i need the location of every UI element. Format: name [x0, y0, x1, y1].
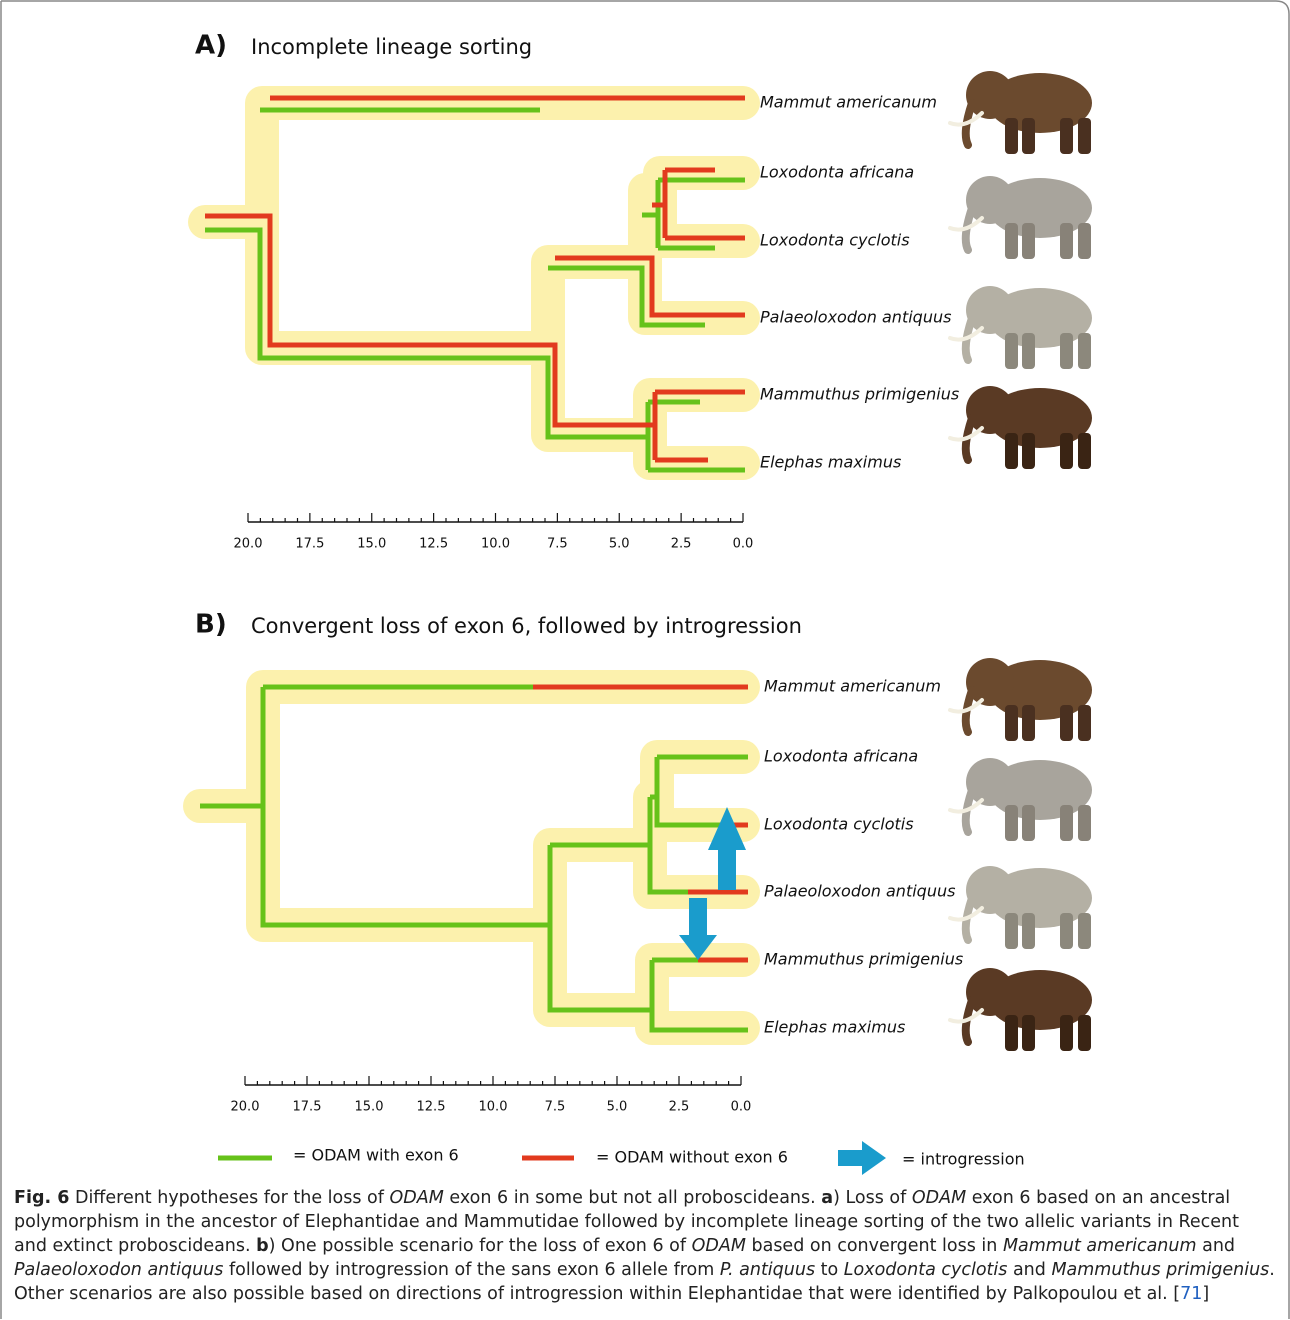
axis-tick-label: 7.5: [547, 537, 568, 552]
caption-text: ODAM: [389, 1188, 443, 1208]
axis-tick-label: 10.0: [479, 1100, 508, 1115]
animal-illustration: [1078, 1015, 1091, 1051]
animal-illustration: [1078, 118, 1091, 154]
caption-text: ) One possible scenario for the loss of …: [269, 1236, 692, 1256]
panel-title: Incomplete lineage sorting: [251, 35, 532, 59]
animal-illustration: [1060, 1015, 1073, 1051]
panel-label: B): [195, 610, 227, 640]
caption-text: ) Loss of: [833, 1188, 912, 1208]
panel-title: Convergent loss of exon 6, followed by i…: [251, 614, 802, 638]
animal-illustration: [1022, 1015, 1035, 1051]
animal-illustration: [1078, 223, 1091, 259]
caption-text: ]: [1202, 1284, 1209, 1304]
axis-tick-label: 10.0: [481, 537, 510, 552]
caption-text: followed by introgression of the sans ex…: [223, 1260, 719, 1280]
caption-text: P. antiquus: [720, 1260, 815, 1280]
caption-text: Fig. 6: [14, 1188, 69, 1208]
animal-illustration: [1022, 705, 1035, 741]
tree-b: [200, 687, 748, 1030]
legend-swatch: [838, 1141, 886, 1175]
tree-a: [205, 98, 745, 470]
axis-tick-label: 5.0: [609, 537, 630, 552]
animal-illustration: [1078, 333, 1091, 369]
animal-illustration: [1060, 223, 1073, 259]
animal-illustration: [1078, 705, 1091, 741]
caption-text: ODAM: [692, 1236, 746, 1256]
animal-illustration: [1005, 118, 1018, 154]
caption-text: based on convergent loss in: [746, 1236, 1003, 1256]
caption-text: and: [1007, 1260, 1051, 1280]
animal-illustration: [1005, 913, 1018, 949]
taxon-label: Mammut americanum: [764, 677, 941, 696]
animal-illustration: [1060, 705, 1073, 741]
taxon-label: Palaeoloxodon antiquus: [764, 882, 955, 901]
caption-text: to: [815, 1260, 844, 1280]
axis-tick-label: 0.0: [733, 537, 754, 552]
axis-tick-label: 17.5: [295, 537, 324, 552]
caption-text: Loxodonta cyclotis: [844, 1260, 1008, 1280]
axis-tick-label: 20.0: [231, 1100, 260, 1115]
animal-illustration: [1005, 223, 1018, 259]
caption-text: b: [256, 1236, 269, 1256]
axis-tick-label: 7.5: [545, 1100, 566, 1115]
animal-illustration: [1022, 118, 1035, 154]
taxon-label: Loxodonta cyclotis: [760, 231, 910, 250]
caption-text: and: [1197, 1236, 1236, 1256]
animal-illustration: [1078, 433, 1091, 469]
animal-illustration: [1078, 913, 1091, 949]
axis-tick-label: 5.0: [607, 1100, 628, 1115]
animal-illustration: [1078, 805, 1091, 841]
caption-text: Mammuthus primigenius: [1051, 1260, 1269, 1280]
animal-illustration: [1060, 333, 1073, 369]
taxon-label: Elephas maximus: [760, 453, 901, 472]
taxon-label: Loxodonta africana: [764, 747, 918, 766]
legend-label: = ODAM without exon 6: [596, 1148, 788, 1167]
page: = ODAM with exon 6 = ODAM without exon 6…: [0, 0, 1290, 1320]
animal-illustration: [1005, 1015, 1018, 1051]
axis-tick-label: 17.5: [293, 1100, 322, 1115]
caption-text: Palaeoloxodon antiquus: [14, 1260, 223, 1280]
figure: = ODAM with exon 6 = ODAM without exon 6…: [0, 0, 1290, 1320]
caption-text: exon 6 in some but not all proboscideans…: [444, 1188, 821, 1208]
taxon-label: Elephas maximus: [764, 1018, 905, 1037]
animal-illustration: [1060, 118, 1073, 154]
caption-text: a: [821, 1188, 833, 1208]
caption-text: ODAM: [912, 1188, 966, 1208]
animal-illustration: [1022, 805, 1035, 841]
animal-illustration: [1060, 433, 1073, 469]
animal-illustration: [1022, 433, 1035, 469]
caption-text: Different hypotheses for the loss of: [69, 1188, 389, 1208]
axis-tick-label: 12.5: [419, 537, 448, 552]
animal-illustration: [1005, 433, 1018, 469]
legend-label: = ODAM with exon 6: [293, 1146, 459, 1165]
caption: Fig. 6 Different hypotheses for the loss…: [14, 1186, 1276, 1306]
animal-illustration: [1005, 805, 1018, 841]
axis-tick-label: 2.5: [671, 537, 692, 552]
caption-text: Mammut americanum: [1003, 1236, 1197, 1256]
animal-illustration: [1060, 805, 1073, 841]
animal-illustration: [1060, 913, 1073, 949]
animal-illustration: [1022, 223, 1035, 259]
taxon-label: Mammuthus primigenius: [760, 385, 959, 404]
animal-illustration: [1005, 705, 1018, 741]
taxon-label: Loxodonta cyclotis: [764, 815, 914, 834]
legend-label: = introgression: [902, 1150, 1025, 1169]
panel-label: A): [195, 31, 227, 61]
animal-illustration: [1005, 333, 1018, 369]
taxon-label: Mammut americanum: [760, 93, 937, 112]
axis-tick-label: 15.0: [357, 537, 386, 552]
axis-tick-label: 12.5: [417, 1100, 446, 1115]
animal-illustration: [1022, 333, 1035, 369]
reference-link[interactable]: 71: [1180, 1284, 1202, 1304]
taxon-label: Palaeoloxodon antiquus: [760, 308, 951, 327]
taxon-label: Mammuthus primigenius: [764, 950, 963, 969]
axis-tick-label: 20.0: [234, 537, 263, 552]
animal-illustration: [1022, 913, 1035, 949]
axis-tick-label: 15.0: [355, 1100, 384, 1115]
taxon-label: Loxodonta africana: [760, 163, 914, 182]
axis-tick-label: 2.5: [669, 1100, 690, 1115]
axis-tick-label: 0.0: [731, 1100, 752, 1115]
